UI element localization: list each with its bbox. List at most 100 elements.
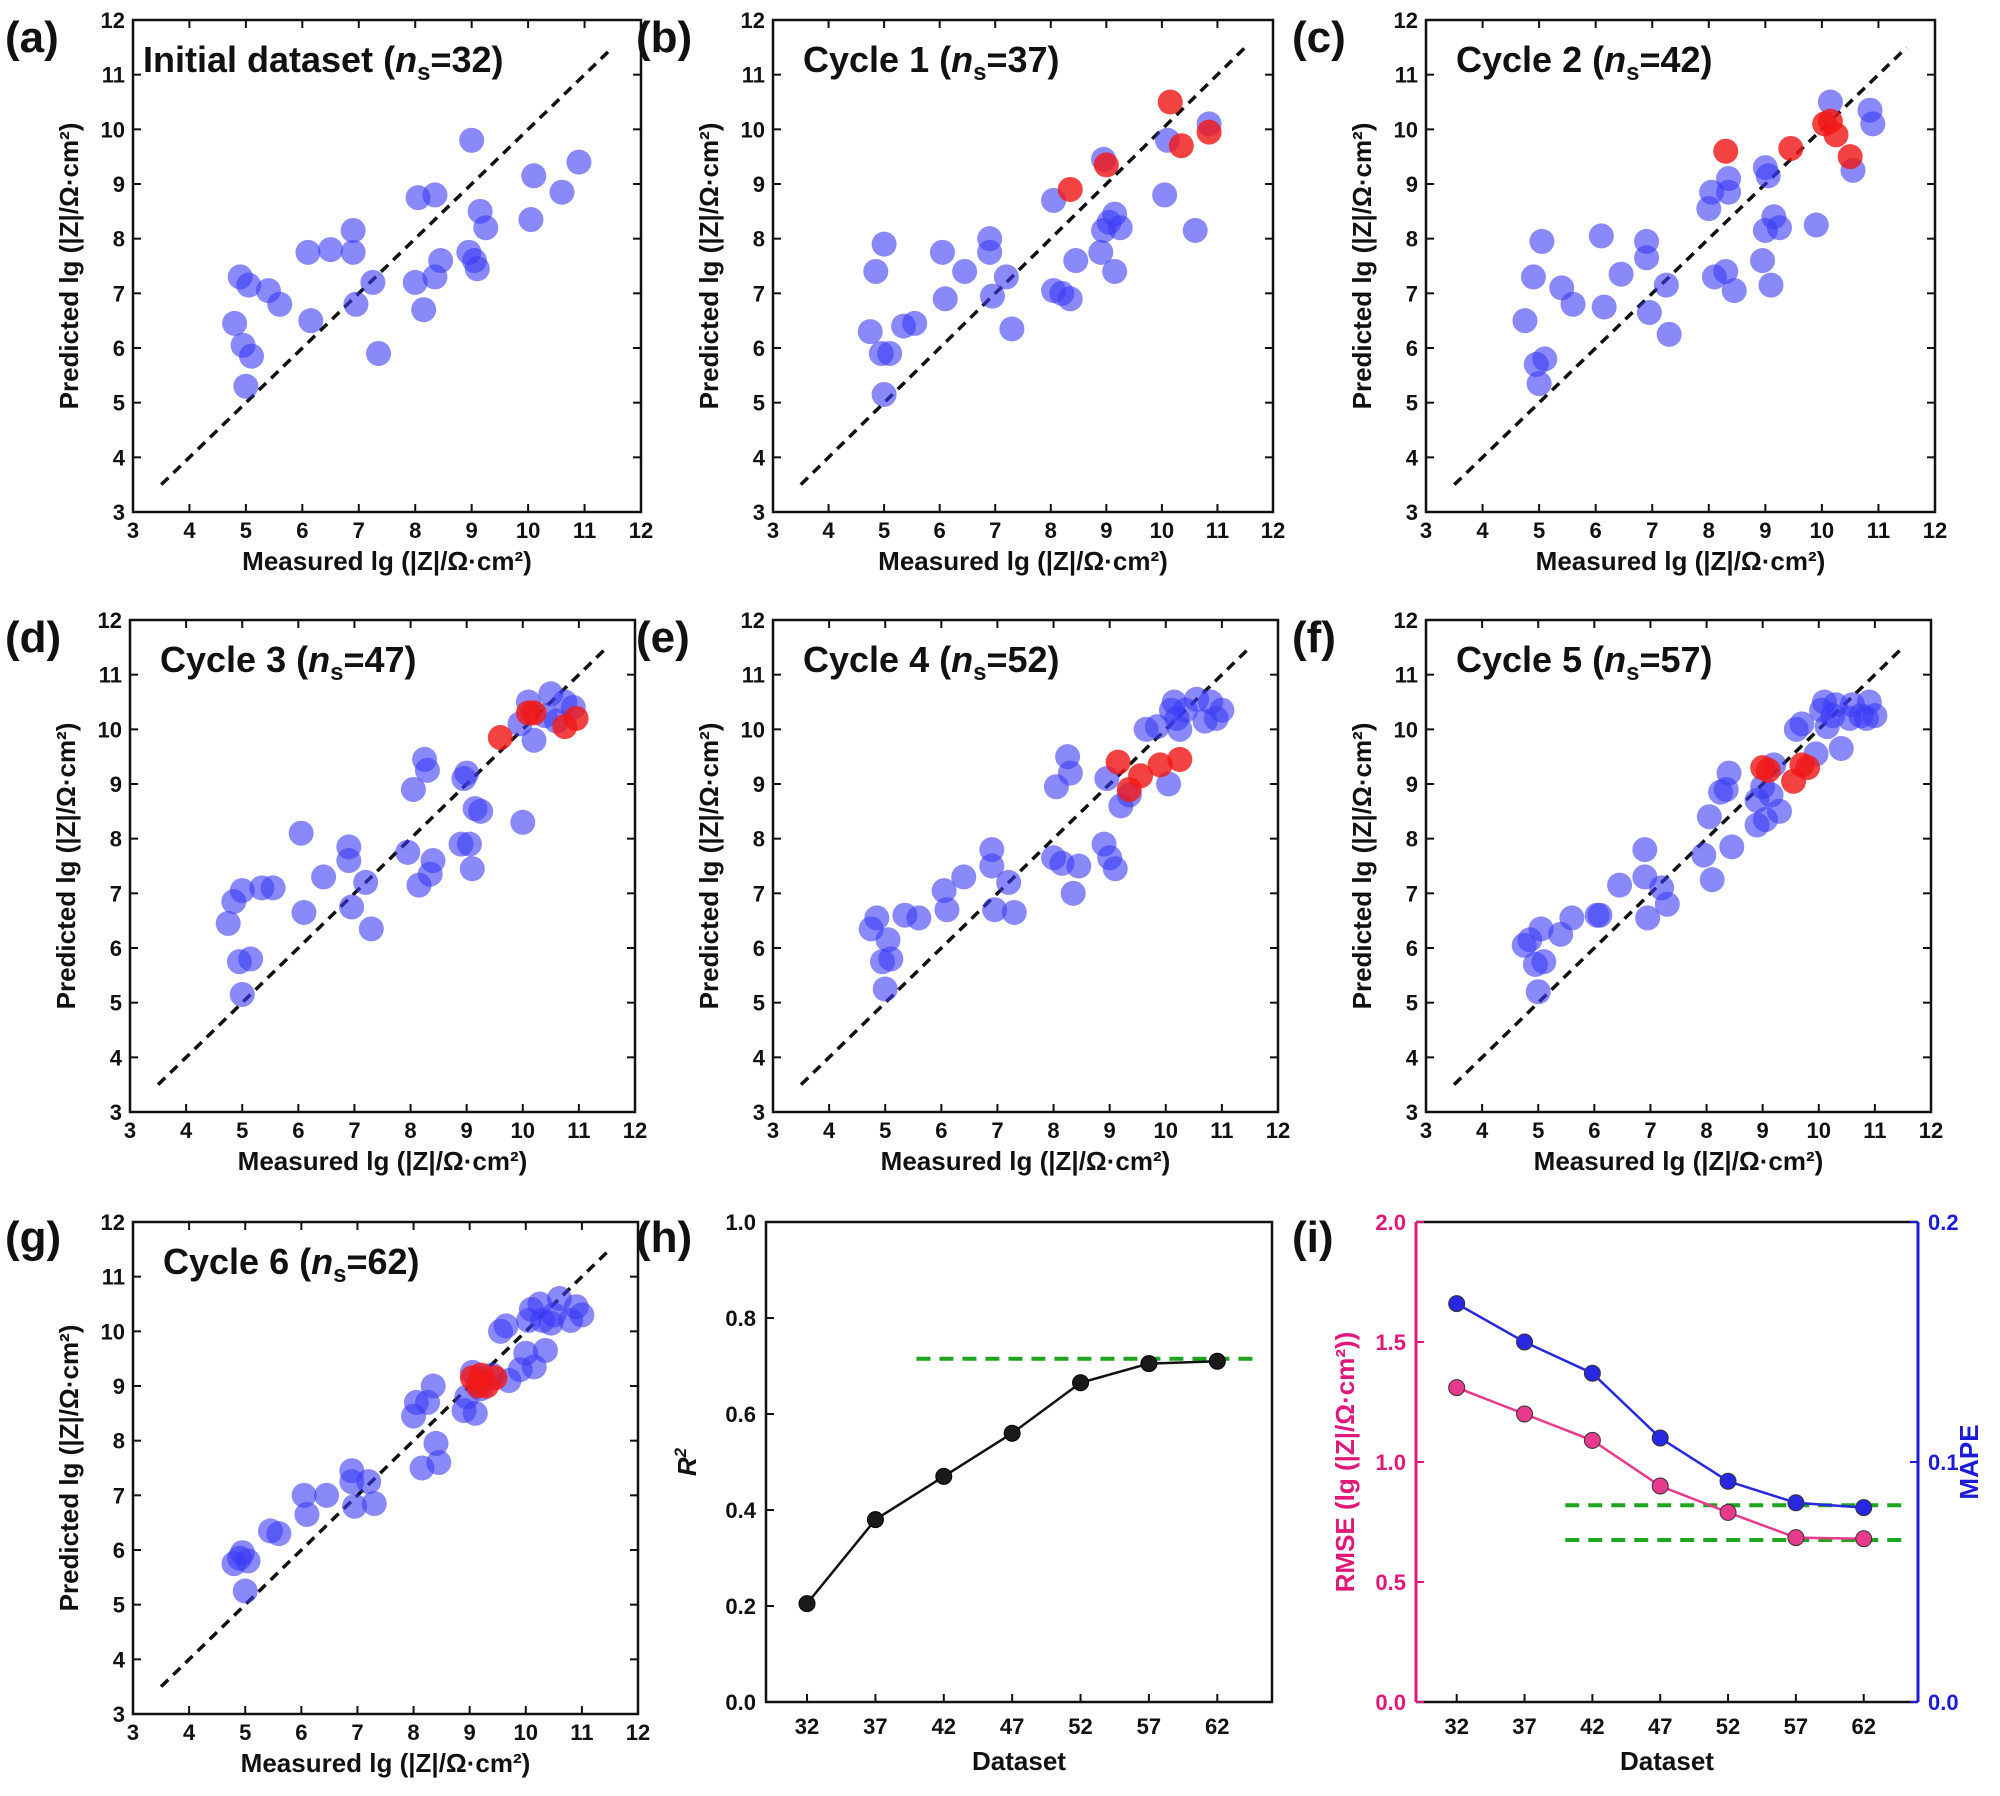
training-point <box>1789 711 1815 737</box>
new-sample-point <box>1837 144 1863 170</box>
rmse-point <box>1651 1477 1669 1495</box>
new-sample-point <box>482 1365 508 1391</box>
x-tick-label: 12 <box>1923 518 1947 543</box>
x-tick-label: 3 <box>1420 518 1432 543</box>
training-point <box>1713 258 1739 284</box>
x-tick-label: 9 <box>1104 1118 1116 1143</box>
plot-frame <box>131 18 643 514</box>
panel-title-part: Cycle 1 ( <box>803 39 951 80</box>
training-point <box>1719 834 1745 860</box>
x-tick-label: 6 <box>1590 518 1602 543</box>
x-tick-label: 12 <box>626 1720 650 1745</box>
training-point <box>468 798 494 824</box>
training-point <box>872 976 898 1002</box>
panel-title-part: n <box>308 639 330 680</box>
training-point <box>521 727 547 753</box>
training-point <box>1066 853 1092 879</box>
new-sample-point <box>1147 752 1173 778</box>
x-tick-label: 3 <box>124 1118 136 1143</box>
x-tick-label: 5 <box>1532 1118 1544 1143</box>
r2-point <box>935 1467 953 1485</box>
training-point <box>1716 760 1742 786</box>
y-tick-label: 3 <box>110 1100 122 1125</box>
x-tick-label: 8 <box>1045 518 1057 543</box>
training-point <box>1696 804 1722 830</box>
training-point <box>1716 179 1742 205</box>
r2-point <box>866 1511 884 1529</box>
x-tick-label: 11 <box>570 1720 593 1745</box>
scatter-panel-c: 3 4 5 6 7 8 9 10 11 12 3 4 5 6 7 8 9 10 11 12 Measured lg (|… <box>1292 8 1947 576</box>
x-tick-label: 32 <box>1444 1714 1468 1739</box>
training-point <box>993 264 1019 290</box>
new-sample-point <box>1105 749 1131 775</box>
plot-frame <box>771 618 1280 1114</box>
x-tick-label: 10 <box>516 518 540 543</box>
training-point <box>420 848 446 874</box>
y-tick-label: 12 <box>101 8 125 33</box>
training-point <box>1526 371 1552 397</box>
x-tick-label: 5 <box>239 1720 251 1745</box>
panel-label: (c) <box>1292 13 1346 62</box>
training-point <box>532 1337 558 1363</box>
training-point <box>462 1400 488 1426</box>
training-point <box>518 207 544 233</box>
right-y-tick-label: 0.1 <box>1928 1450 1959 1475</box>
training-point <box>422 182 448 208</box>
y-tick-label: 6 <box>753 336 765 361</box>
panel-title-part: Cycle 2 ( <box>1456 39 1604 80</box>
y-axis-label: Predicted lg (|Z|/Ω·cm²) <box>51 723 81 1010</box>
left-y-tick-label: 0.0 <box>1375 1690 1406 1715</box>
training-point <box>314 1482 340 1508</box>
y-tick-label: 11 <box>1395 663 1418 688</box>
plot-frame <box>1424 18 1937 514</box>
scatter-panel-e: 3 4 5 6 7 8 9 10 11 12 3 4 5 6 7 8 9 10 11 12 Measured lg (|… <box>636 608 1290 1176</box>
training-point <box>464 256 490 282</box>
y-tick-label: 9 <box>110 772 122 797</box>
x-tick-label: 8 <box>1047 1118 1059 1143</box>
training-point <box>459 127 485 153</box>
y-tick-label: 12 <box>741 608 765 633</box>
x-axis-label: Measured lg (|Z|/Ω·cm²) <box>881 1146 1171 1176</box>
training-point <box>566 149 592 175</box>
new-sample-point <box>1795 755 1821 781</box>
y-tick-label: 7 <box>1406 881 1418 906</box>
y-tick-label: 5 <box>753 391 765 416</box>
y-tick-label: 0.0 <box>725 1690 756 1715</box>
x-tick-label: 37 <box>1512 1714 1536 1739</box>
training-point <box>428 248 454 274</box>
training-point <box>979 853 1005 879</box>
rmse-point <box>1719 1503 1737 1521</box>
training-point <box>294 1501 320 1527</box>
scatter-panel-b: 3 4 5 6 7 8 9 10 11 12 3 4 5 6 7 8 9 10 11 12 Measured lg (|… <box>636 8 1285 576</box>
y-tick-label: 8 <box>753 227 765 252</box>
training-point <box>493 1313 519 1339</box>
r2-point <box>1140 1355 1158 1373</box>
left-y-tick-label: 0.5 <box>1375 1570 1406 1595</box>
y-tick-label: 10 <box>1394 117 1418 142</box>
training-point <box>1156 771 1182 797</box>
training-point <box>236 272 262 298</box>
y-tick-label: 9 <box>113 172 125 197</box>
x-tick-label: 8 <box>1700 1118 1712 1143</box>
x-tick-label: 4 <box>180 1118 193 1143</box>
panel-title-part: Cycle 4 ( <box>803 639 951 680</box>
x-tick-label: 9 <box>466 518 478 543</box>
x-tick-label: 5 <box>1533 518 1545 543</box>
training-point <box>1060 880 1086 906</box>
panel-title-part: s <box>417 59 430 86</box>
new-sample-point <box>1057 176 1083 202</box>
new-sample-point <box>1755 757 1781 783</box>
x-tick-label: 7 <box>1646 518 1658 543</box>
y-tick-label: 5 <box>110 991 122 1016</box>
x-tick-label: 5 <box>240 518 252 543</box>
x-tick-label: 8 <box>1703 518 1715 543</box>
rmse-point <box>1583 1431 1601 1449</box>
y-tick-label: 7 <box>753 881 765 906</box>
x-axis-label: Measured lg (|Z|/Ω·cm²) <box>878 546 1168 576</box>
training-point <box>1525 979 1551 1005</box>
x-tick-label: 4 <box>183 1720 196 1745</box>
panel-title-part: s <box>1626 659 1639 686</box>
y-tick-label: 7 <box>113 1483 125 1508</box>
training-point <box>1102 258 1128 284</box>
